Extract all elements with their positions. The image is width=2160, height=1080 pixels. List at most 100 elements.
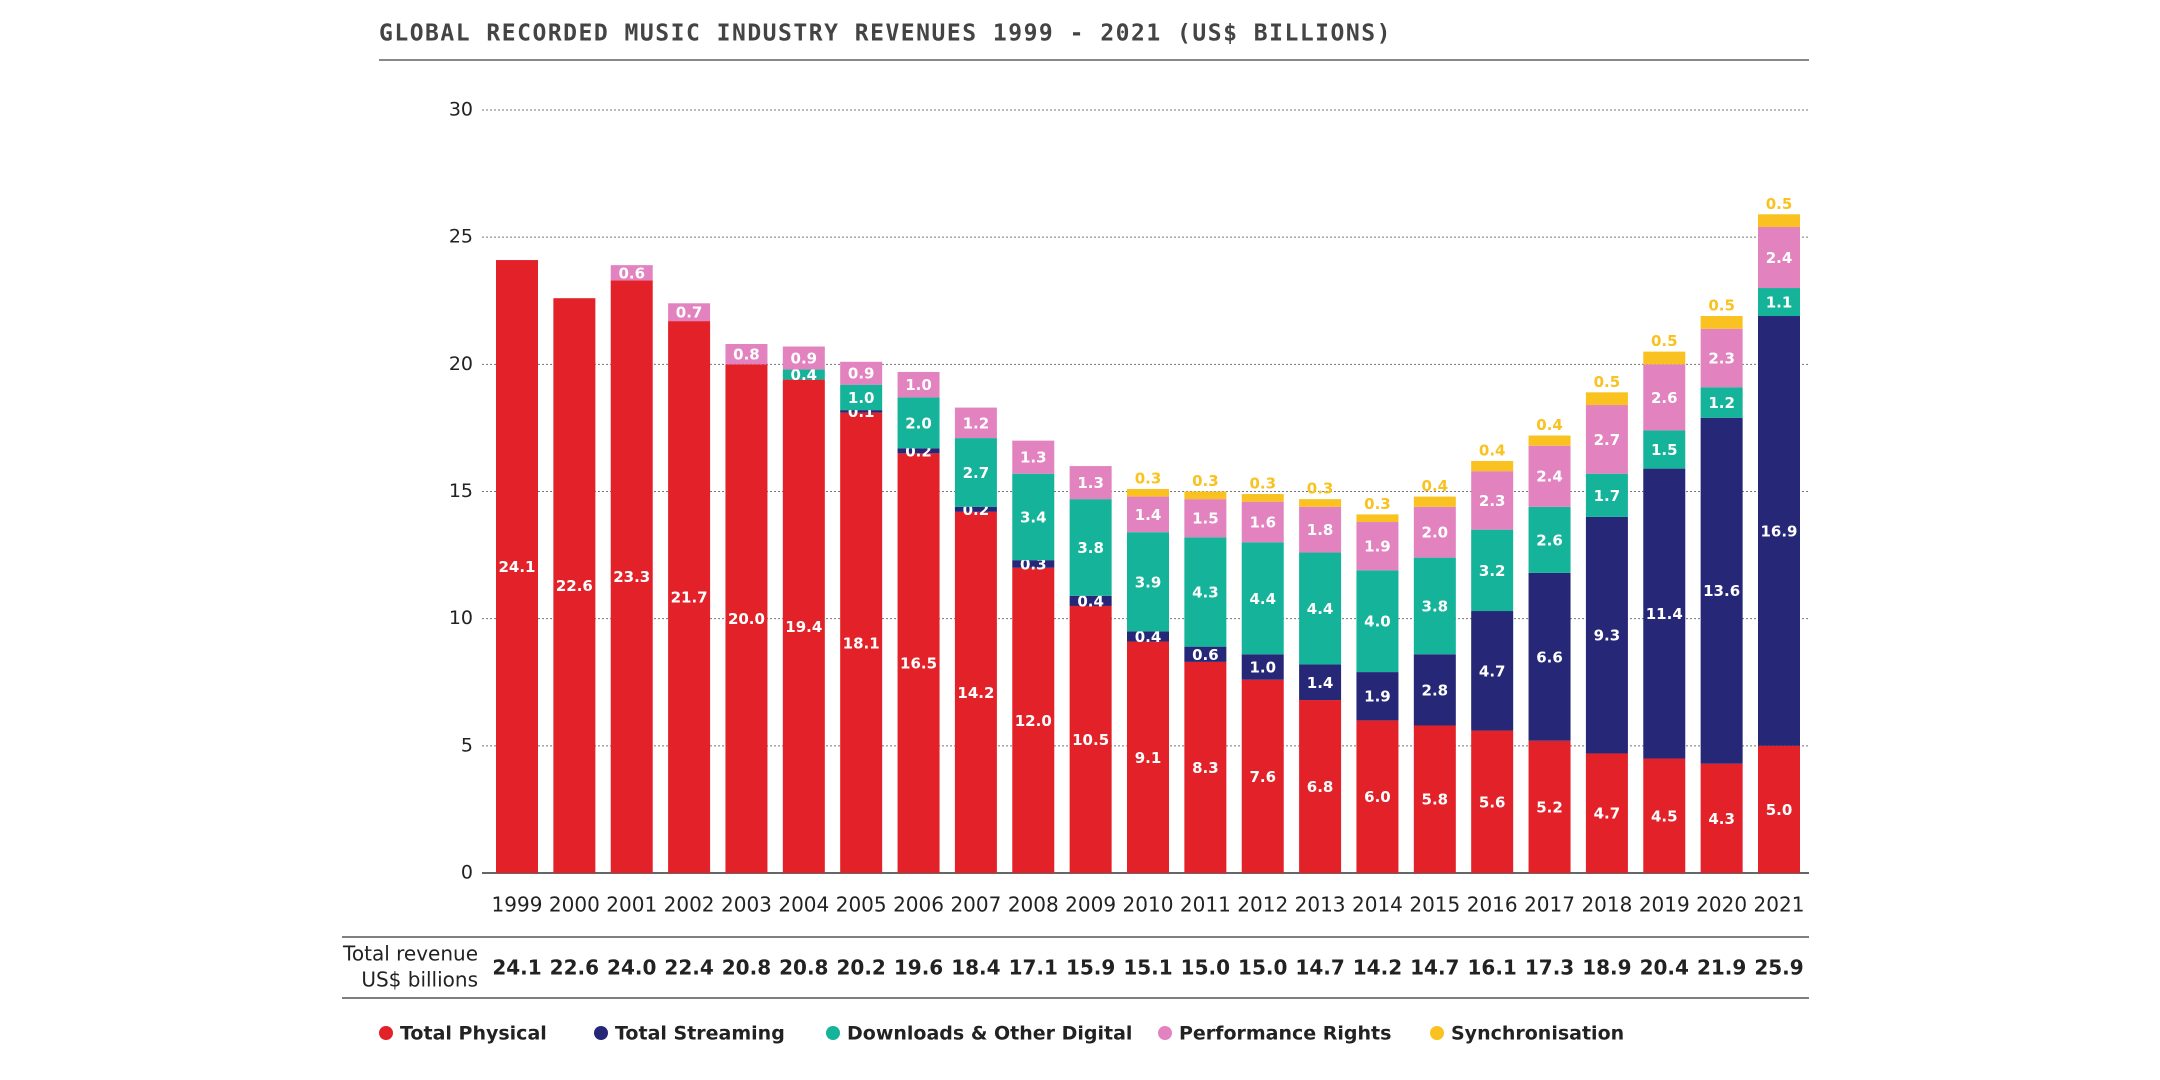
- total-value: 24.0: [607, 956, 656, 980]
- x-tick-label: 2008: [1008, 893, 1059, 917]
- total-value: 15.0: [1238, 956, 1287, 980]
- data-label: 23.3: [613, 568, 650, 586]
- data-label: 2.3: [1708, 349, 1735, 367]
- bar-segment: [954, 407, 997, 439]
- data-label: 16.9: [1760, 522, 1797, 540]
- bar-segment: [1069, 605, 1112, 873]
- data-label: 4.7: [1594, 805, 1621, 823]
- data-label: 18.1: [843, 634, 880, 652]
- data-label: 1.3: [1020, 449, 1047, 467]
- data-label: 3.9: [1135, 573, 1162, 591]
- x-tick-label: 2021: [1754, 893, 1805, 917]
- bar-segment: [1471, 460, 1514, 472]
- bar-segment: [1012, 473, 1055, 561]
- x-tick-label: 1999: [492, 893, 543, 917]
- legend-label: Synchronisation: [1451, 1023, 1624, 1045]
- data-label: 14.2: [957, 684, 994, 702]
- y-tick-label: 15: [449, 480, 473, 502]
- bar-segment: [840, 384, 883, 411]
- data-label: 6.6: [1536, 648, 1563, 666]
- data-label: 0.5: [1594, 373, 1621, 391]
- total-value: 18.4: [951, 956, 1000, 980]
- bar-segment: [1241, 542, 1284, 655]
- data-label: 4.4: [1307, 600, 1334, 618]
- data-label: 4.3: [1708, 810, 1735, 828]
- legend-label: Downloads & Other Digital: [847, 1023, 1132, 1045]
- data-label: 0.8: [733, 346, 760, 364]
- bar-segment: [1700, 417, 1743, 764]
- bar-segment: [1528, 740, 1571, 873]
- bar-segment: [782, 369, 825, 380]
- x-tick-label: 2004: [778, 893, 829, 917]
- bar-segment: [1356, 720, 1399, 873]
- total-value: 21.9: [1697, 956, 1746, 980]
- bar-segment: [897, 397, 940, 449]
- bar-segment: [1758, 226, 1800, 289]
- bar-segment: [954, 511, 997, 873]
- bar-segment: [1585, 473, 1628, 517]
- total-value: 15.9: [1066, 956, 1115, 980]
- data-label: 8.3: [1192, 759, 1219, 777]
- bar-segment: [897, 453, 940, 873]
- total-value: 16.1: [1468, 956, 1517, 980]
- data-label: 1.9: [1364, 538, 1391, 556]
- data-label: 1.4: [1135, 506, 1162, 524]
- data-label: 6.0: [1364, 788, 1391, 806]
- data-label: 1.0: [848, 389, 875, 407]
- bar-segment: [1585, 392, 1628, 406]
- total-value: 14.7: [1295, 956, 1344, 980]
- bar-segment: [1528, 506, 1571, 573]
- bar-segment: [1471, 611, 1514, 731]
- bar-segment: [1413, 654, 1456, 726]
- bar-segment: [1413, 506, 1456, 558]
- data-label: 1.4: [1307, 674, 1334, 692]
- bar-segment: [1585, 516, 1628, 754]
- data-label: 0.7: [676, 304, 703, 322]
- total-value: 14.7: [1410, 956, 1459, 980]
- bar-segment: [1528, 445, 1571, 507]
- y-tick-label: 25: [449, 226, 473, 248]
- bar-segment: [1299, 700, 1342, 873]
- x-tick-label: 2017: [1524, 893, 1575, 917]
- x-tick-label: 2006: [893, 893, 944, 917]
- data-label: 1.5: [1192, 510, 1219, 528]
- data-label: 4.7: [1479, 662, 1506, 680]
- data-label: 9.1: [1135, 749, 1162, 767]
- bar-segment: [1700, 387, 1743, 418]
- total-label: US$ billions: [361, 968, 478, 992]
- legend-marker: [1158, 1026, 1172, 1040]
- legend-marker: [594, 1026, 608, 1040]
- total-value: 20.8: [779, 956, 828, 980]
- bar-segment: [1528, 572, 1571, 741]
- bar-segment: [725, 343, 768, 365]
- data-label: 1.2: [1708, 394, 1735, 412]
- total-value: 20.4: [1640, 956, 1689, 980]
- data-label: 2.6: [1536, 531, 1563, 549]
- bar-segment: [1184, 661, 1227, 873]
- bar-segment: [1643, 351, 1686, 365]
- legend-marker: [1430, 1026, 1444, 1040]
- total-value: 17.3: [1525, 956, 1574, 980]
- x-tick-label: 2009: [1065, 893, 1116, 917]
- bar-segment: [1241, 494, 1284, 502]
- data-label: 22.6: [556, 577, 593, 595]
- bar-segment: [1241, 679, 1284, 873]
- x-tick-label: 2014: [1352, 893, 1403, 917]
- x-tick-label: 2020: [1696, 893, 1747, 917]
- bar-segment: [1528, 435, 1571, 446]
- bar-segment: [610, 280, 653, 873]
- total-value: 17.1: [1009, 956, 1058, 980]
- data-label: 4.3: [1192, 583, 1219, 601]
- data-label: 2.4: [1536, 468, 1563, 486]
- data-label: 4.4: [1249, 590, 1276, 608]
- data-label: 0.3: [1192, 472, 1219, 490]
- data-label: 0.5: [1708, 297, 1735, 315]
- data-label: 4.5: [1651, 807, 1678, 825]
- data-label: 9.3: [1594, 627, 1621, 645]
- total-value: 24.1: [492, 956, 541, 980]
- bar-segment: [725, 364, 768, 873]
- data-label: 2.7: [963, 464, 990, 482]
- bar-segment: [1643, 430, 1686, 469]
- bar-segment: [1356, 514, 1399, 523]
